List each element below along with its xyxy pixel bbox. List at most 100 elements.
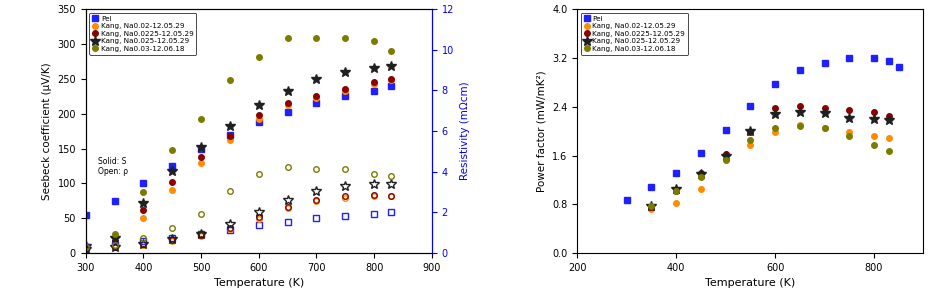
Kang, Na0.025-12.05.29 — [225, 124, 236, 127]
Kang, Na0.025-12.05.29 — [253, 103, 265, 107]
Pei — [282, 110, 293, 114]
Kang, Na0.0225-12.05.29 — [310, 94, 322, 97]
Line: Kang, Na0.03-12.06.18: Kang, Na0.03-12.06.18 — [83, 36, 394, 249]
Kang, Na0.02-12.05.29 — [282, 103, 293, 107]
Kang, Na0.03-12.06.18 — [695, 175, 706, 179]
Y-axis label: Resistivity (mΩcm): Resistivity (mΩcm) — [460, 82, 469, 181]
Kang, Na0.025-12.05.29 — [368, 66, 380, 70]
Kang, Na0.02-12.05.29 — [138, 217, 149, 220]
Kang, Na0.02-12.05.29 — [386, 78, 397, 82]
Kang, Na0.03-12.06.18 — [340, 37, 351, 40]
Kang, Na0.0225-12.05.29 — [868, 110, 880, 113]
Legend: Pei, Kang, Na0.02-12.05.29, Kang, Na0.0225-12.05.29, Kang, Na0.025-12.05.29, Kan: Pei, Kang, Na0.02-12.05.29, Kang, Na0.02… — [581, 13, 688, 55]
Kang, Na0.025-12.05.29 — [645, 204, 657, 207]
Kang, Na0.0225-12.05.29 — [225, 134, 236, 138]
Line: Pei: Pei — [624, 55, 902, 203]
Kang, Na0.0225-12.05.29 — [695, 171, 706, 174]
Kang, Na0.02-12.05.29 — [819, 126, 830, 130]
Y-axis label: Power factor (mW/mK²): Power factor (mW/mK²) — [537, 70, 546, 192]
Line: Kang, Na0.0225-12.05.29: Kang, Na0.0225-12.05.29 — [648, 103, 892, 210]
Kang, Na0.025-12.05.29 — [695, 172, 706, 176]
Kang, Na0.03-12.06.18 — [253, 55, 265, 58]
Y-axis label: Seebeck coefficient (μV/K): Seebeck coefficient (μV/K) — [42, 62, 51, 200]
Text: Open: ρ: Open: ρ — [98, 167, 128, 176]
Pei — [109, 199, 120, 203]
Kang, Na0.02-12.05.29 — [868, 134, 880, 138]
Kang, Na0.03-12.06.18 — [720, 159, 731, 162]
Kang, Na0.025-12.05.29 — [868, 117, 880, 121]
Line: Kang, Na0.0225-12.05.29: Kang, Na0.0225-12.05.29 — [83, 76, 394, 250]
Kang, Na0.025-12.05.29 — [195, 145, 207, 149]
Kang, Na0.0225-12.05.29 — [386, 77, 397, 81]
Line: Kang, Na0.03-12.06.18: Kang, Na0.03-12.06.18 — [648, 124, 892, 208]
Kang, Na0.025-12.05.29 — [769, 112, 781, 116]
Pei — [695, 151, 706, 154]
Pei — [340, 95, 351, 98]
X-axis label: Temperature (K): Temperature (K) — [213, 278, 304, 289]
Kang, Na0.025-12.05.29 — [109, 236, 120, 240]
Line: Kang, Na0.025-12.05.29: Kang, Na0.025-12.05.29 — [646, 107, 894, 210]
Kang, Na0.02-12.05.29 — [695, 187, 706, 191]
Kang, Na0.03-12.06.18 — [368, 39, 380, 42]
Legend: Pei, Kang, Na0.02-12.05.29, Kang, Na0.0225-12.05.29, Kang, Na0.025-12.05.29, Kan: Pei, Kang, Na0.02-12.05.29, Kang, Na0.02… — [89, 13, 196, 55]
Kang, Na0.0225-12.05.29 — [744, 131, 756, 134]
Kang, Na0.02-12.05.29 — [368, 83, 380, 86]
Pei — [883, 59, 895, 63]
Pei — [868, 56, 880, 60]
Kang, Na0.0225-12.05.29 — [670, 189, 682, 193]
Kang, Na0.025-12.05.29 — [138, 201, 149, 205]
Line: Kang, Na0.02-12.05.29: Kang, Na0.02-12.05.29 — [83, 77, 394, 250]
Kang, Na0.0225-12.05.29 — [843, 108, 855, 112]
Pei — [843, 56, 855, 60]
Kang, Na0.0225-12.05.29 — [109, 239, 120, 242]
Pei — [819, 61, 830, 65]
Kang, Na0.03-12.06.18 — [167, 148, 178, 152]
Kang, Na0.03-12.06.18 — [843, 134, 855, 138]
Line: Pei: Pei — [83, 83, 394, 217]
Kang, Na0.03-12.06.18 — [310, 37, 322, 40]
Pei — [386, 84, 397, 88]
Pei — [310, 102, 322, 105]
Pei — [621, 198, 632, 202]
Kang, Na0.0225-12.05.29 — [195, 155, 207, 159]
Kang, Na0.03-12.06.18 — [195, 117, 207, 121]
Kang, Na0.02-12.05.29 — [645, 207, 657, 211]
Kang, Na0.02-12.05.29 — [670, 201, 682, 205]
Pei — [225, 133, 236, 136]
Kang, Na0.025-12.05.29 — [282, 90, 293, 93]
Kang, Na0.02-12.05.29 — [340, 90, 351, 93]
Kang, Na0.03-12.06.18 — [645, 204, 657, 207]
Line: Kang, Na0.025-12.05.29: Kang, Na0.025-12.05.29 — [81, 61, 396, 251]
Kang, Na0.03-12.06.18 — [744, 138, 756, 142]
Line: Kang, Na0.02-12.05.29: Kang, Na0.02-12.05.29 — [648, 122, 892, 212]
Pei — [769, 82, 781, 85]
Kang, Na0.03-12.06.18 — [868, 143, 880, 146]
Kang, Na0.025-12.05.29 — [80, 244, 91, 248]
Pei — [253, 120, 265, 124]
Kang, Na0.02-12.05.29 — [720, 157, 731, 160]
Kang, Na0.0225-12.05.29 — [80, 246, 91, 249]
Kang, Na0.02-12.05.29 — [167, 188, 178, 192]
Kang, Na0.03-12.06.18 — [80, 244, 91, 248]
Kang, Na0.025-12.05.29 — [310, 77, 322, 81]
Kang, Na0.025-12.05.29 — [819, 111, 830, 115]
Pei — [195, 147, 207, 150]
Kang, Na0.02-12.05.29 — [225, 138, 236, 142]
Pei — [720, 128, 731, 132]
Kang, Na0.025-12.05.29 — [883, 118, 895, 122]
Kang, Na0.02-12.05.29 — [769, 131, 781, 134]
Kang, Na0.0225-12.05.29 — [253, 113, 265, 117]
X-axis label: Temperature (K): Temperature (K) — [705, 278, 796, 289]
Kang, Na0.02-12.05.29 — [80, 246, 91, 249]
Kang, Na0.02-12.05.29 — [109, 239, 120, 242]
Kang, Na0.03-12.06.18 — [819, 126, 830, 130]
Kang, Na0.025-12.05.29 — [794, 110, 805, 113]
Pei — [893, 65, 904, 69]
Kang, Na0.0225-12.05.29 — [769, 106, 781, 110]
Pei — [744, 104, 756, 107]
Pei — [794, 68, 805, 72]
Kang, Na0.0225-12.05.29 — [282, 101, 293, 104]
Kang, Na0.025-12.05.29 — [386, 64, 397, 68]
Kang, Na0.0225-12.05.29 — [883, 114, 895, 118]
Kang, Na0.0225-12.05.29 — [794, 104, 805, 107]
